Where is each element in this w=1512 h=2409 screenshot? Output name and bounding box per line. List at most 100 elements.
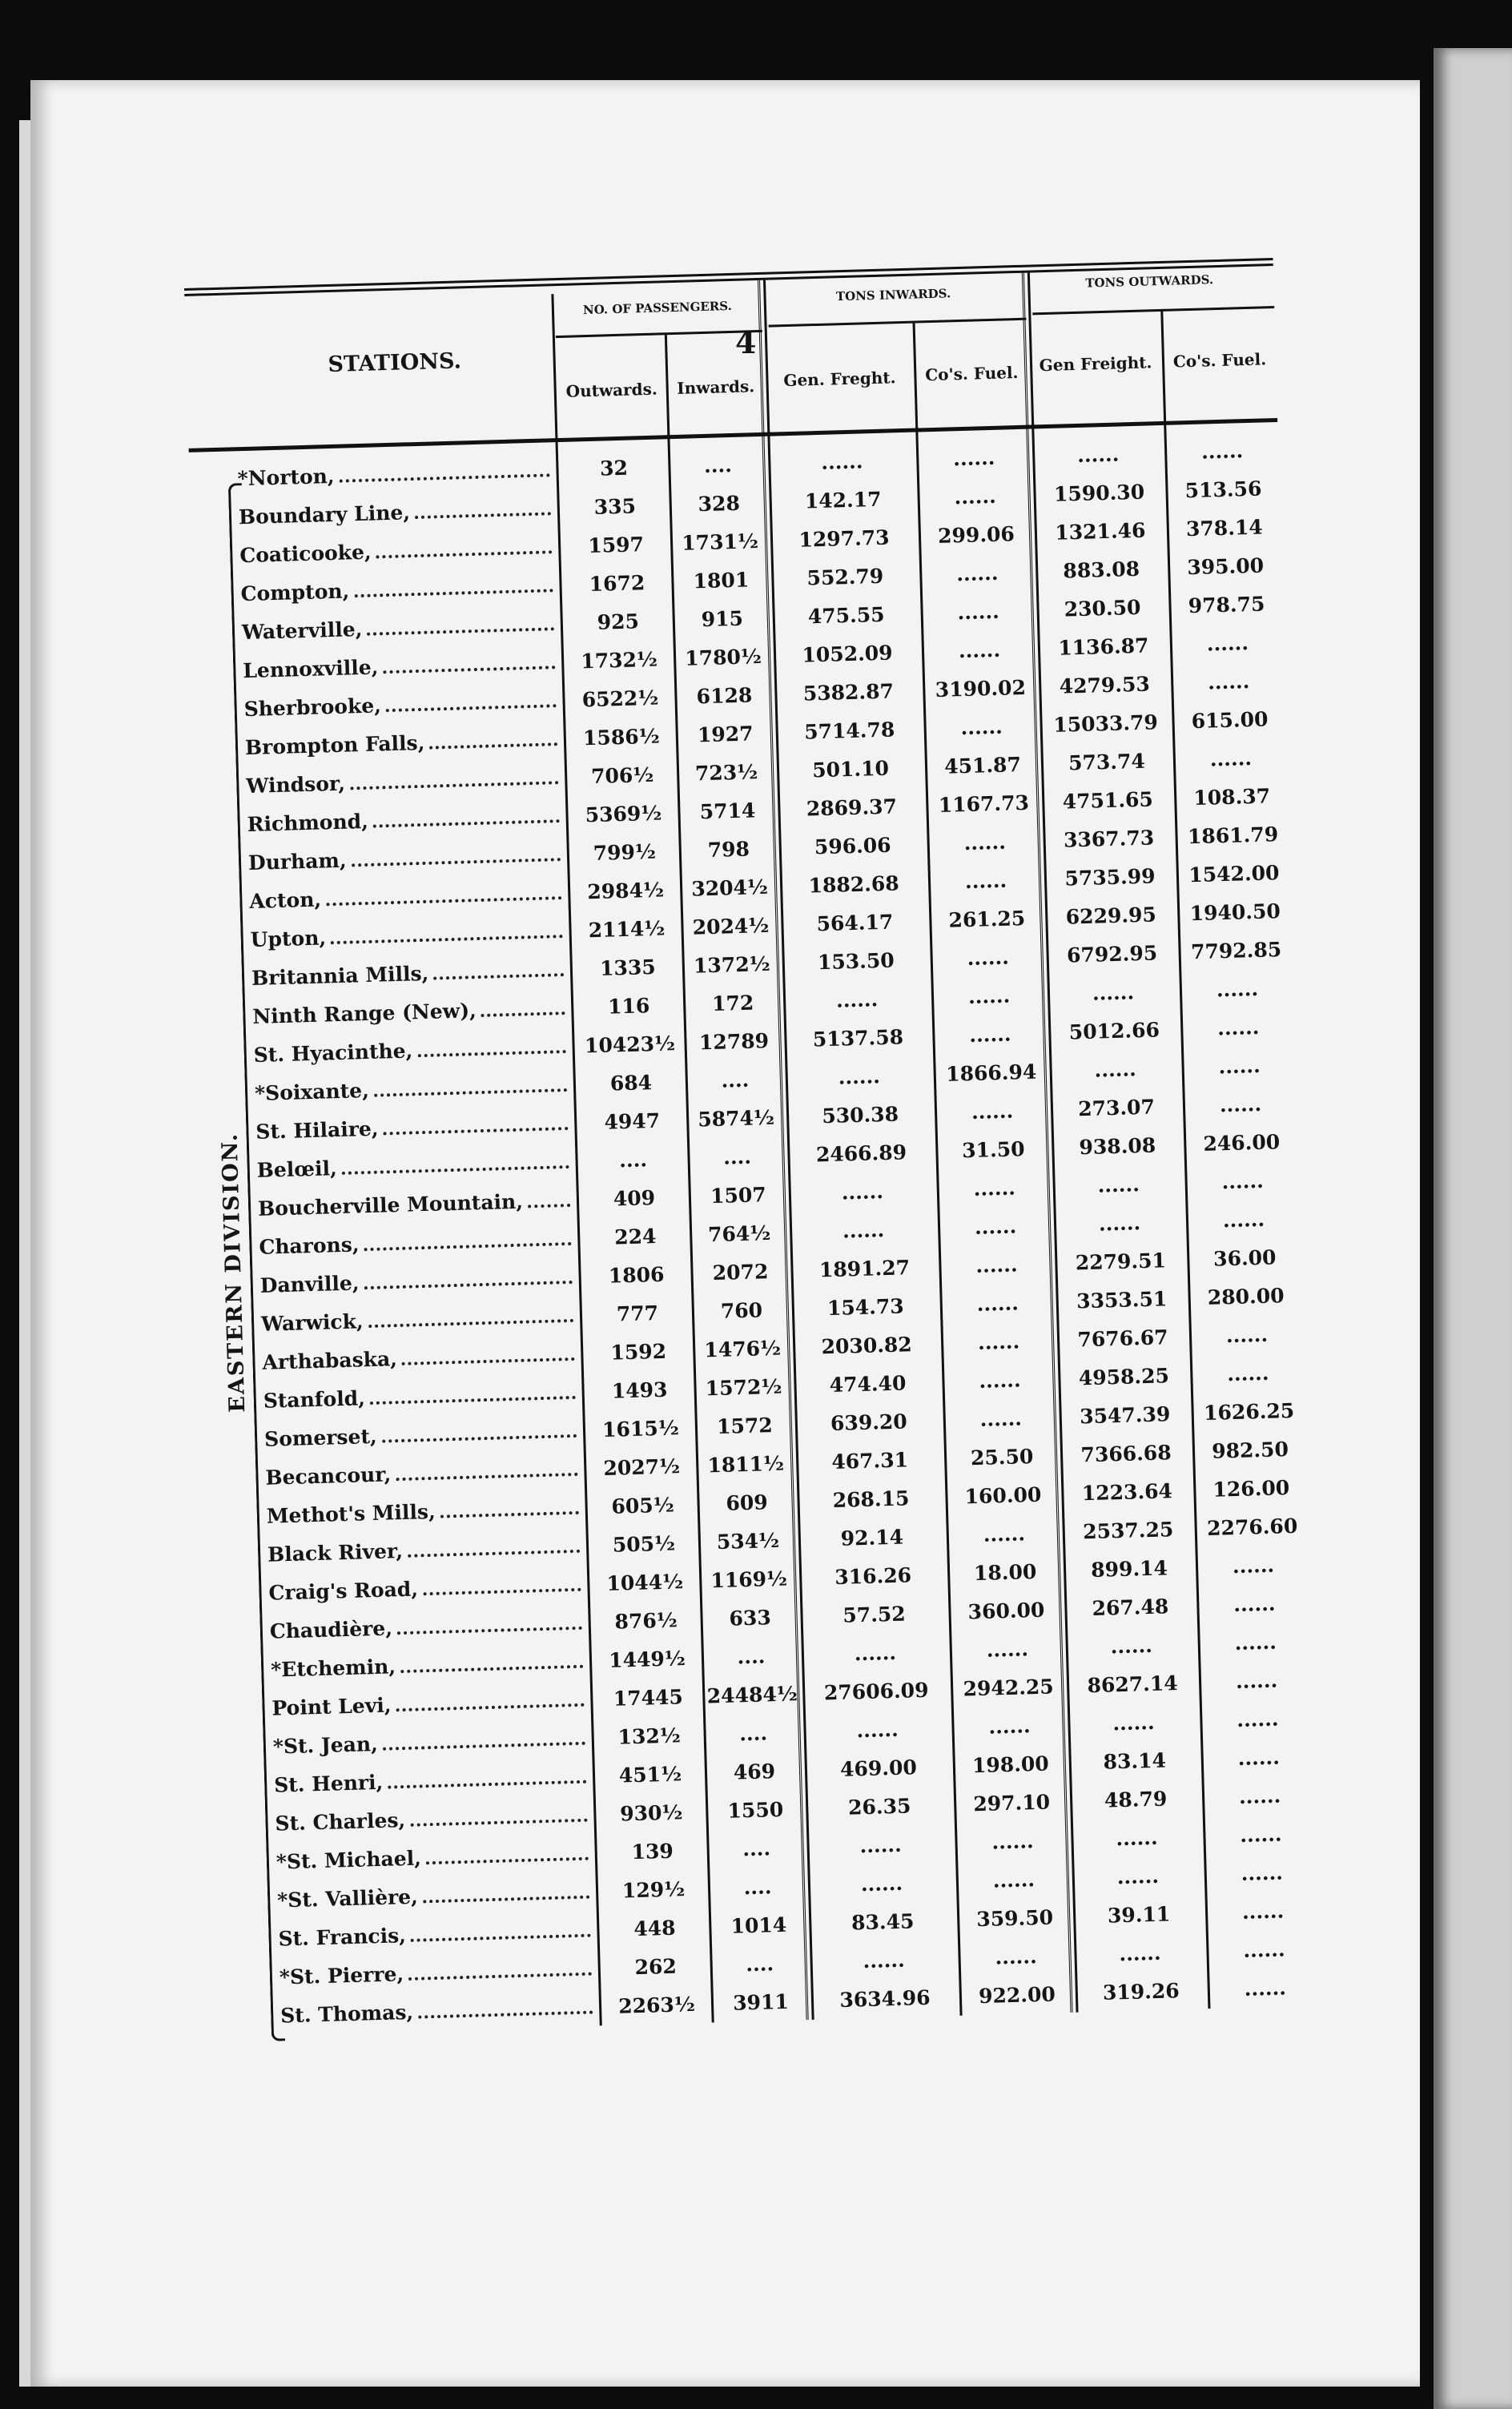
station-name: Black River, [267,1538,404,1566]
passengers-outwards-cell: 1732½ [580,647,658,673]
dot-leader [409,1804,588,1827]
passengers-outwards-cell: 2984½ [586,878,665,903]
fuel-outwards-cell: 615.00 [1191,706,1269,733]
gen-freight-inwards-cell: 475.55 [807,602,885,628]
dot-leader [349,766,559,790]
fuel-outwards-cell: 395.00 [1186,553,1265,579]
gen-freight-inwards-cell: ...... [863,1948,906,1973]
fuel-inwards-cell: 297.10 [972,1790,1051,1816]
station-cell: Charons, [259,1226,580,1258]
passengers-inwards-cell: .... [745,1951,774,1976]
gen-freight-outwards-cell: 15033.79 [1052,710,1159,737]
station-name: Brompton Falls, [244,730,425,759]
dot-leader [325,881,562,906]
passengers-outwards-cell: 706½ [590,762,654,788]
dot-leader [372,804,560,828]
station-cell: St. Hyacinthe, [253,1034,574,1066]
passengers-outwards-cell: 262 [634,1954,678,1979]
station-cell: St. Francis, [278,1918,599,1950]
station-name: Belœil, [256,1156,338,1182]
fuel-outwards-cell: ...... [1234,1630,1277,1655]
gen-freight-outwards-cell: 3353.51 [1076,1286,1168,1313]
passengers-inwards-cell: 1801 [693,567,750,593]
passengers-outwards-cell: 1806 [608,1262,665,1288]
passengers-inwards-cell: .... [738,1720,768,1745]
gen-freight-outwards-cell: 319.26 [1102,1978,1180,2005]
station-cell: St. Hilaire, [255,1111,577,1143]
dot-leader [422,1880,590,1903]
station-cell: Warwick, [261,1303,582,1335]
passengers-inwards-cell: 1014 [730,1912,787,1938]
dot-leader [368,1304,574,1328]
passengers-outwards-cell: 32 [599,456,629,481]
station-cell: *St. Jean, [272,1726,593,1758]
station-name: *Etchemin, [270,1654,396,1682]
fuel-outwards-cell: ...... [1200,438,1244,464]
fuel-inwards-cell: ...... [968,1022,1011,1047]
fuel-outwards-cell: 36.00 [1212,1245,1277,1271]
dot-leader [364,1227,572,1251]
gen-freight-inwards-cell: 1891.27 [818,1255,911,1281]
gen-freight-outwards-cell: ...... [1098,1210,1141,1236]
station-cell: Becancour, [265,1457,586,1489]
passengers-outwards-cell: 1586½ [582,724,661,750]
fuel-outwards-cell: ...... [1235,1668,1278,1693]
station-cell: Somerset, [264,1418,585,1450]
gen-freight-inwards-cell: 27606.09 [823,1678,929,1704]
fuel-inwards-cell: ...... [978,1367,1021,1393]
passengers-inwards-cell: 5714 [699,798,756,823]
header-fuel-out: Co's. Fuel. [1172,349,1267,372]
passengers-outwards-cell: 224 [613,1224,657,1249]
dot-leader [351,843,561,867]
gen-freight-outwards-cell: 938.08 [1079,1133,1156,1159]
fuel-outwards-cell: 1626.25 [1203,1398,1295,1425]
station-cell: Acton, [249,880,570,913]
fuel-inwards-cell: 18.00 [973,1559,1037,1585]
gen-freight-outwards-cell: 230.50 [1064,595,1141,621]
passengers-outwards-cell: 1493 [611,1377,668,1403]
station-cell: Compton, [240,573,561,605]
adjacent-page-edge [1434,48,1512,2409]
station-name: Britannia Mills, [251,961,429,990]
header-stations: STATIONS. [328,348,462,378]
fuel-inwards-cell: ...... [952,445,995,470]
passengers-inwards-cell: 172 [711,990,754,1015]
gen-freight-outwards-cell: 899.14 [1090,1555,1168,1582]
passengers-outwards-cell: 1044½ [606,1569,684,1595]
fuel-outwards-cell: 246.00 [1203,1129,1281,1156]
gen-freight-inwards-cell: 2030.82 [821,1332,913,1358]
passengers-inwards-cell: 1372½ [693,951,771,978]
gen-freight-outwards-cell: 39.11 [1107,1901,1171,1928]
station-name: *St. Michael, [275,1846,422,1874]
fuel-outwards-cell: 2276.60 [1206,1514,1298,1540]
passengers-outwards-cell: 605½ [611,1493,675,1518]
station-cell: Ninth Range (New), [252,995,573,1028]
station-cell: Danville, [259,1265,581,1297]
table-body: EASTERN DIVISION. *Norton, 32............… [189,420,1322,2041]
fuel-inwards-cell: 198.00 [971,1751,1050,1777]
gen-freight-inwards-cell: ...... [820,448,863,474]
station-cell: Brompton Falls, [244,726,566,759]
passengers-inwards-cell: .... [703,452,733,477]
station-cell: Britannia Mills, [251,957,573,989]
dot-leader [353,573,553,597]
station-cell: *St. Michael, [275,1841,597,1873]
dot-leader [416,1035,566,1057]
gen-freight-inwards-cell: 530.38 [821,1102,899,1128]
passengers-outwards-cell: 6522½ [581,686,659,711]
gen-freight-inwards-cell: 2466.89 [815,1140,907,1166]
station-cell: Chaudière, [269,1611,590,1643]
passengers-inwards-cell: .... [742,1836,771,1860]
passengers-inwards-cell: 1550 [727,1797,784,1823]
fuel-outwards-cell: 280.00 [1207,1283,1285,1309]
table-header: STATIONS. NO. OF PASSENGERS. TONS INWARD… [184,266,1278,452]
passengers-inwards-cell: 1811½ [707,1451,785,1477]
dot-leader [408,1957,593,1981]
gen-freight-outwards-cell: ...... [1092,979,1135,1005]
gen-freight-inwards-cell: ...... [860,1871,903,1896]
gen-freight-outwards-cell: 7676.67 [1077,1325,1168,1351]
gen-freight-inwards-cell: 1052.09 [802,640,893,667]
station-cell: *St. Pierre, [279,1957,601,1989]
fuel-inwards-cell: ...... [975,1252,1018,1277]
gen-freight-inwards-cell: ...... [838,1064,881,1089]
